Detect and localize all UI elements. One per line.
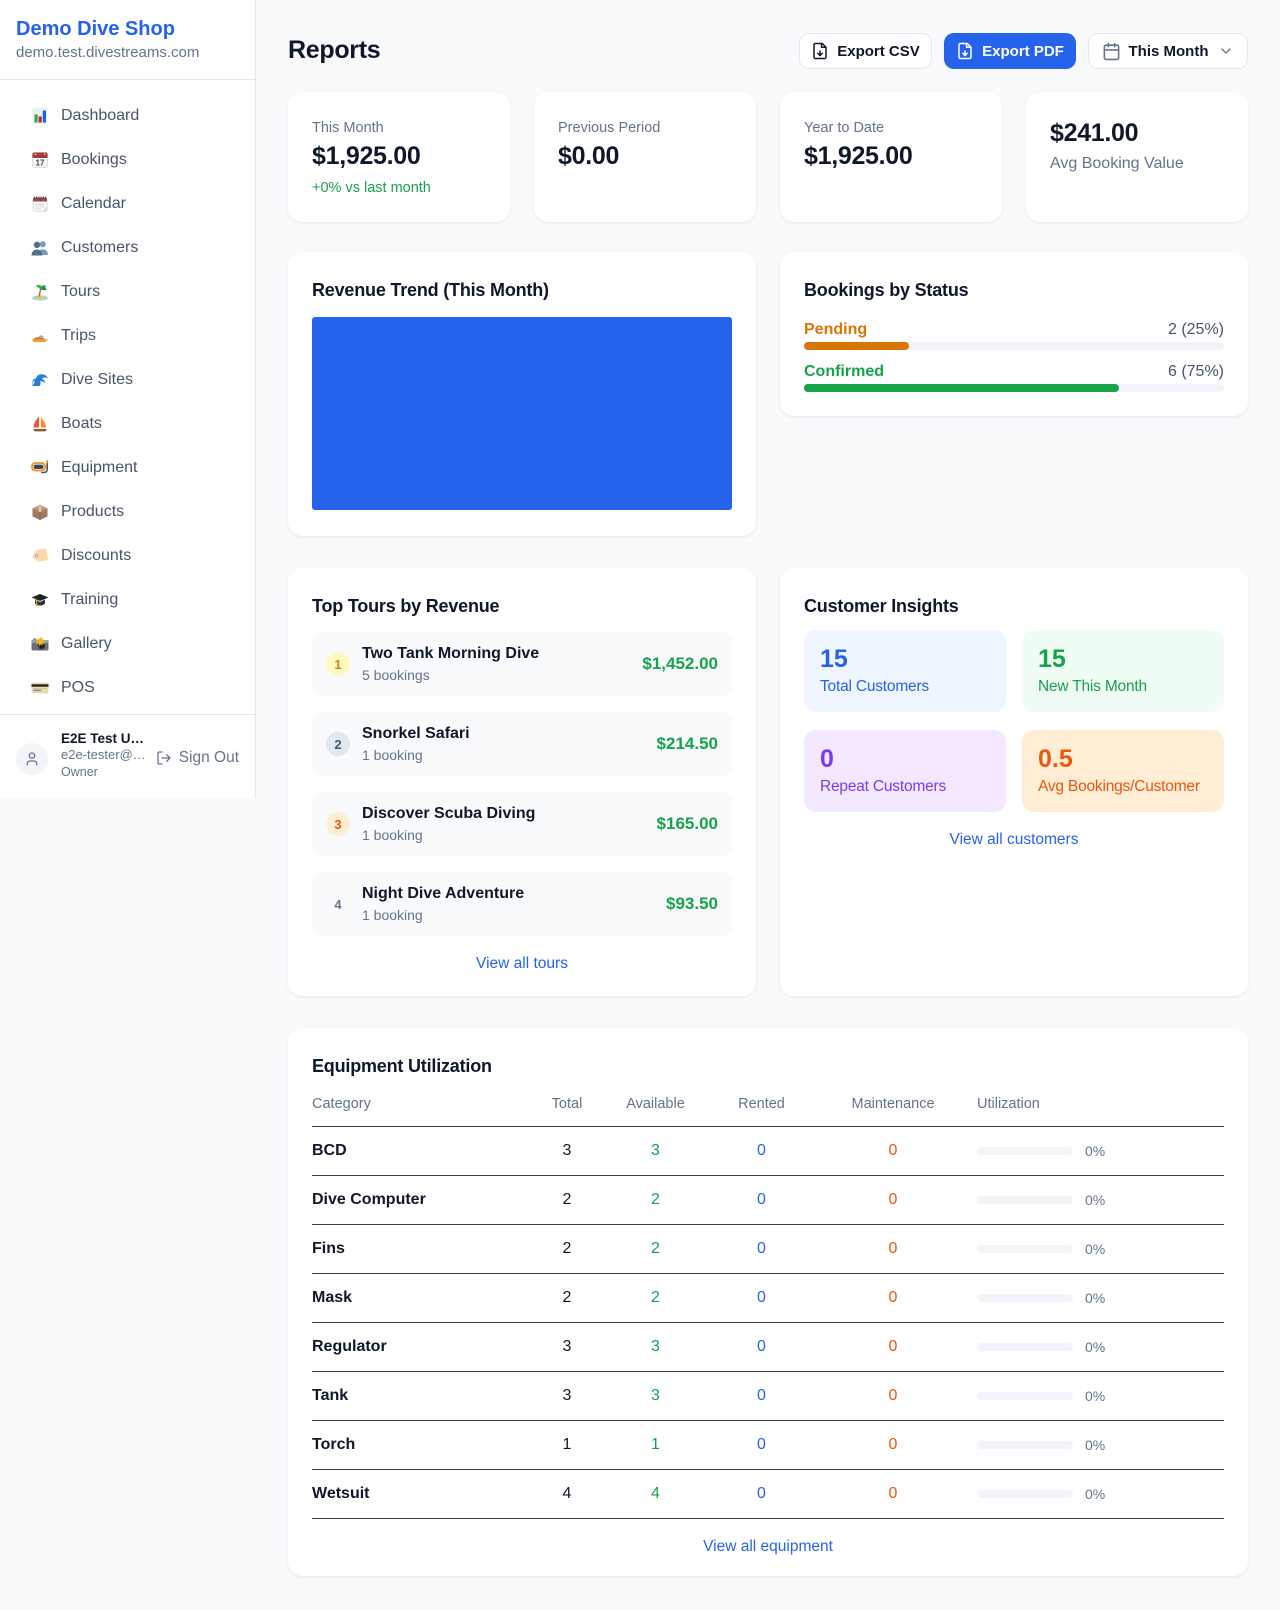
svg-text:17: 17 (36, 159, 45, 168)
